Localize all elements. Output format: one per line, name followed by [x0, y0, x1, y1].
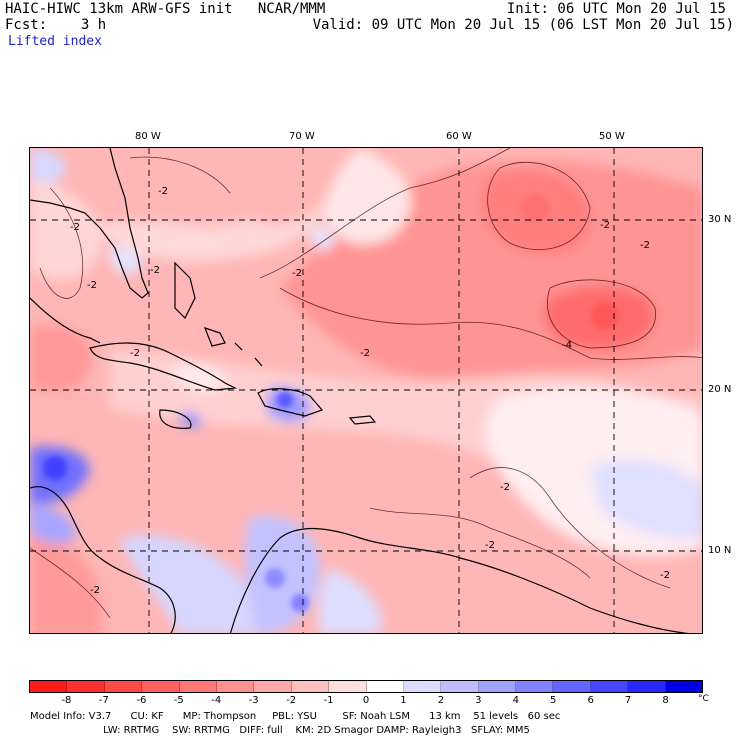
colorbar-tick-label: 8 [662, 695, 669, 706]
colorbar-tick-label: -1 [323, 695, 334, 706]
colorbar-cell [441, 681, 479, 692]
lon-label: 60 W [446, 131, 472, 142]
field-patches [30, 148, 702, 633]
map-panel: -2 -2 -2 -2 -2 -2 -2 -2 -4 -2 -2 -2 -2 -… [29, 147, 703, 634]
contour-label: -4 [562, 340, 572, 351]
contour-label: -2 [90, 585, 100, 596]
contour-label: -2 [150, 265, 160, 276]
colorbar-tick-label: -3 [248, 695, 259, 706]
colorbar-cell [67, 681, 105, 692]
colorbar-cell [590, 681, 629, 692]
colorbar-tick-label: 2 [437, 695, 445, 706]
colorbar-cell [329, 681, 367, 692]
colorbar-cell [403, 681, 442, 692]
contour-label: -2 [360, 348, 370, 359]
lat-label: 30 N [708, 214, 732, 225]
colorbar-tick-label: 3 [475, 695, 482, 706]
contour-label: -2 [130, 348, 140, 359]
colorbar-cell [478, 681, 517, 692]
init-time: Init: 06 UTC Mon 20 Jul 15 [506, 1, 726, 17]
contour-label: -2 [640, 240, 650, 251]
contour-label: -2 [87, 280, 97, 291]
colorbar-tick-label: 1 [400, 695, 407, 706]
colorbar-tick-label: -7 [98, 695, 109, 706]
colorbar-cell [516, 681, 554, 692]
colorbar-cell [254, 681, 292, 692]
colorbar-tick-label: -8 [61, 695, 72, 706]
colorbar [29, 680, 703, 693]
colorbar-cell [142, 681, 180, 692]
colorbar-tick-label: 0 [362, 695, 370, 706]
colorbar-unit: °C [698, 694, 709, 704]
lon-label: 70 W [289, 131, 315, 142]
colorbar-cell [553, 681, 591, 692]
contour-label: -2 [485, 540, 495, 551]
colorbar-tick-label: -2 [286, 695, 297, 706]
colorbar-cell [104, 681, 143, 692]
colorbar-cell [366, 681, 404, 692]
colorbar-tick-label: 7 [624, 695, 632, 706]
lon-label: 80 W [135, 131, 161, 142]
colorbar-tick-label: -4 [211, 695, 222, 706]
contour-lines [30, 148, 702, 619]
colorbar-tick-label: -5 [173, 695, 184, 706]
contour-label: -2 [292, 268, 302, 279]
contour-label: -2 [70, 222, 80, 233]
lon-label: 50 W [599, 131, 625, 142]
lifted-index-map: -2 -2 -2 -2 -2 -2 -2 -2 -4 -2 -2 -2 -2 -… [30, 148, 702, 633]
contour-label: -2 [500, 482, 510, 493]
field-details [43, 194, 619, 612]
colorbar-tick-label: 4 [512, 695, 519, 706]
forecast-hour: Fcst: 3 h [5, 17, 107, 33]
colorbar-tick-label: 5 [550, 695, 557, 706]
colorbar-cell [628, 681, 666, 692]
valid-time: Valid: 09 UTC Mon 20 Jul 15 (06 LST Mon … [312, 17, 734, 33]
colorbar-tick-label: 6 [587, 695, 594, 706]
field-name: Lifted index [8, 34, 102, 49]
contour-label-group: -2 -2 -2 -2 -2 -2 -2 -2 -4 -2 -2 -2 -2 -… [70, 186, 670, 596]
colorbar-cell [291, 681, 330, 692]
lat-label: 20 N [708, 384, 732, 395]
contour-label: -2 [600, 220, 610, 231]
lat-lon-grid [30, 148, 702, 633]
model-info-line-1: Model Info: V3.7 CU: KF MP: Thompson PBL… [30, 711, 561, 722]
contour-label: -2 [660, 570, 670, 581]
colorbar-cell [179, 681, 217, 692]
lat-label: 10 N [708, 545, 732, 556]
contour-label: -2 [158, 186, 168, 197]
colorbar-cell [30, 681, 68, 692]
colorbar-tick-label: -6 [136, 695, 147, 706]
model-title: HAIC-HIWC 13km ARW-GFS init NCAR/MMM [5, 1, 326, 17]
model-info-line-2: LW: RRTMG SW: RRTMG DIFF: full KM: 2D Sm… [30, 725, 530, 736]
colorbar-cell [665, 681, 703, 692]
colorbar-cell [216, 681, 255, 692]
